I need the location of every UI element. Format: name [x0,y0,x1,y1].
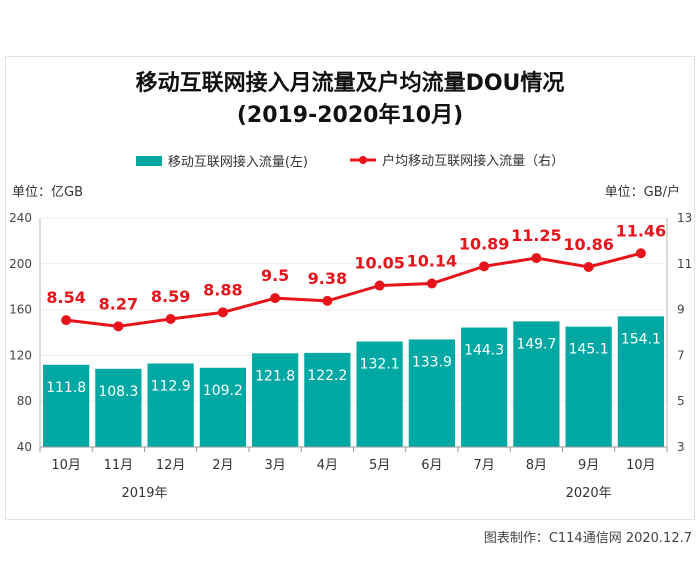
bar-value-label: 122.2 [307,368,347,384]
bar [199,367,246,447]
bar-value-label: 149.7 [516,336,556,352]
line-value-label: 9.5 [261,266,289,285]
line-value-label: 10.14 [407,251,458,270]
bar-value-label: 144.3 [464,343,504,359]
bar [565,326,612,447]
legend-bar-swatch [135,155,162,166]
line-value-label: 10.05 [354,254,405,273]
left-tick-label: 200 [9,257,32,271]
line-value-label: 11.46 [616,221,667,240]
x-tick-label: 4月 [317,458,338,473]
right-tick-label: 7 [677,348,685,362]
bar-value-label: 121.8 [255,368,295,384]
year-label: 2020年 [566,486,612,501]
line-point [270,293,281,304]
legend-line-label: 户均移动互联网接入流量（右） [382,154,565,169]
legend-line: 户均移动互联网接入流量（右） [348,150,564,169]
legend-bar-label: 移动互联网接入流量(左) [167,155,308,170]
bar [147,363,194,447]
x-tick-label: 10月 [626,458,656,473]
bar-value-label: 109.2 [203,383,243,399]
bar [95,368,142,447]
line-point [165,313,176,324]
line-point [61,315,72,326]
right-tick-label: 5 [677,394,685,408]
line-point [426,278,437,289]
left-tick-label: 160 [9,303,32,317]
line-point [531,253,542,264]
bar-value-label: 132.1 [360,357,400,373]
bar [408,339,455,447]
bar [304,352,351,447]
right-tick-label: 13 [677,211,692,225]
line-value-label: 10.86 [563,235,614,254]
year-label: 2019年 [121,486,167,501]
bar-value-label: 112.9 [151,379,191,395]
line-point [479,261,490,272]
x-tick-label: 6月 [421,458,442,473]
bar [461,327,508,447]
line-value-label: 8.54 [46,288,85,307]
left-tick-label: 240 [9,211,32,225]
chart-title: 移动互联网接入月流量及户均流量DOU情况 (2019-2020年10月) [135,71,565,128]
x-tick-label: 10月 [51,458,81,473]
right-tick-label: 11 [677,257,692,271]
bar-value-label: 111.8 [46,380,86,396]
x-tick-label: 3月 [264,458,285,473]
legend-line-swatch [350,155,377,164]
right-tick-label: 3 [677,440,685,454]
chart-frame [5,56,695,520]
x-tick-label: 5月 [369,458,390,473]
left-tick-label: 80 [17,394,32,408]
right-tick-label: 9 [677,303,685,317]
line-value-label: 8.59 [151,287,190,306]
line-series [65,251,642,328]
line-value-label: 10.89 [459,234,510,253]
line-point [322,295,333,306]
x-tick-label: 11月 [104,458,134,473]
line-point [635,248,646,259]
legend-bar: 移动互联网接入流量(左) [135,151,308,170]
x-tick-label: 2月 [212,458,233,473]
bar [513,321,560,447]
bar-value-label: 145.1 [569,342,609,358]
line-point [583,262,594,273]
left-tick-label: 40 [17,440,32,454]
bar-value-label: 133.9 [412,354,452,370]
right-axis-unit: 单位：GB/户 [604,185,680,200]
line-point [217,307,228,318]
line-value-label: 8.27 [99,294,138,313]
line-point [113,321,124,332]
credit: 图表制作：C114通信网 2020.12.7 [483,531,692,546]
bar [356,341,403,447]
x-tick-label: 8月 [526,458,547,473]
bar [617,316,664,447]
bar-value-label: 154.1 [621,331,661,347]
bar [252,353,299,447]
line-value-label: 11.25 [511,226,562,245]
x-tick-label: 9月 [578,458,599,473]
bar-value-label: 108.3 [98,384,138,400]
line-value-label: 8.88 [203,280,242,299]
left-tick-label: 120 [9,348,32,362]
bar [43,364,90,447]
line-point [374,280,385,291]
x-tick-label: 7月 [473,458,494,473]
legend: 移动互联网接入流量(左) 户均移动互联网接入流量（右） [0,150,700,170]
x-tick-label: 12月 [156,458,186,473]
left-axis-unit: 单位：亿GB [12,185,83,200]
line-value-label: 9.38 [308,269,347,288]
